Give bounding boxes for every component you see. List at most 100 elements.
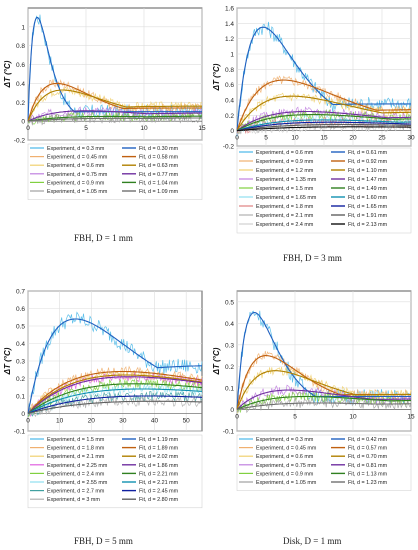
fit-series-line xyxy=(28,117,203,122)
y-tick-label: 0.1 xyxy=(16,394,25,401)
legend-label: Fit, d = 1.23 mm xyxy=(348,480,388,486)
x-tick-label: 10 xyxy=(291,135,299,142)
fit-series-line xyxy=(27,374,203,414)
legend-label: Fit, d = 0.63 mm xyxy=(139,163,179,169)
experiment-series-line xyxy=(236,75,412,132)
x-tick-label: 30 xyxy=(119,418,127,425)
x-tick-label: 10 xyxy=(140,125,148,132)
x-tick-label: 15 xyxy=(407,413,415,420)
y-tick-label: 1.2 xyxy=(225,36,234,43)
legend-label: Fit, d = 1.10 mm xyxy=(348,168,388,174)
y-tick-label: 0.3 xyxy=(16,359,25,366)
x-tick-label: 0 xyxy=(26,125,30,132)
fit-series-line xyxy=(27,115,203,122)
legend-label: Fit, d = 1.60 mm xyxy=(348,195,388,201)
chart-caption: FBH, D = 3 mm xyxy=(283,253,342,263)
legend-label: Experiment, d = 1.2 mm xyxy=(256,168,314,174)
y-tick-label: 0.8 xyxy=(225,67,234,74)
fit-series-line xyxy=(27,388,203,414)
x-tick-label: 20 xyxy=(349,135,357,142)
chart-panel-fbh-3mm: -0.2 0 0.2 0.4 0.6 0.8 1 1.2 1.4 1.6 0 5 10 15 20 25 30 Δ… xyxy=(209,0,418,264)
experiment-series-line xyxy=(236,106,412,135)
legend-box xyxy=(27,143,203,200)
fit-series-line xyxy=(27,110,202,122)
x-tick-label: 15 xyxy=(320,135,328,142)
experiment-series-line xyxy=(27,383,203,416)
y-tick-label: 1 xyxy=(21,24,25,31)
legend-label: Fit, d = 0.92 mm xyxy=(348,159,388,165)
x-tick-label: 20 xyxy=(88,418,96,425)
legend-label: Experiment, d = 1.5 mm xyxy=(47,437,105,443)
y-tick-label: 0.5 xyxy=(16,324,25,331)
legend-label: Fit, d = 2.45 mm xyxy=(139,489,179,495)
legend-label: Fit, d = 1.86 mm xyxy=(139,463,179,469)
fit-series-line xyxy=(236,121,412,132)
x-tick-label: 0 xyxy=(235,135,239,142)
fit-series-line xyxy=(27,383,203,414)
legend-label: Fit, d = 0.81 mm xyxy=(348,463,388,469)
y-tick-label: -0.2 xyxy=(223,144,235,151)
legend-label: Fit, d = 0.57 mm xyxy=(348,446,388,452)
legend-label: Fit, d = 1.04 mm xyxy=(139,180,179,186)
legend-label: Experiment, d = 3 mm xyxy=(47,497,100,503)
legend-label: Experiment, d = 1.5 mm xyxy=(256,186,314,192)
y-tick-label: 0.4 xyxy=(225,321,234,328)
legend-label: Experiment, d = 0.6 mm xyxy=(256,150,314,156)
legend-label: Fit, d = 1.13 mm xyxy=(348,471,388,477)
fit-series-line xyxy=(236,395,411,410)
y-tick-label: 0 xyxy=(21,119,25,126)
legend-label: Fit, d = 1.89 mm xyxy=(139,446,179,452)
legend-label: Fit, d = 1.09 mm xyxy=(139,189,179,195)
legend-label: Experiment, d = 2.55 mm xyxy=(47,480,108,486)
legend-label: Experiment, d = 0.3 mm xyxy=(256,437,314,443)
y-tick-label: 0.2 xyxy=(16,376,25,383)
fit-series-line xyxy=(236,110,411,132)
legend-label: Experiment, d = 0.6 mm xyxy=(47,163,105,169)
legend-label: Fit, d = 2.21 mm xyxy=(139,471,179,477)
fit-series-line xyxy=(236,126,411,132)
legend-label: Experiment, d = 1.65 mm xyxy=(256,195,317,201)
legend-label: Experiment, d = 0.75 mm xyxy=(47,172,108,178)
x-tick-label: 10 xyxy=(56,418,64,425)
fit-series-line xyxy=(27,376,203,414)
y-tick-label: 0.4 xyxy=(16,81,25,88)
y-axis-label: ΔT (°C) xyxy=(3,347,12,375)
legend-label: Fit, d = 0.42 mm xyxy=(348,437,388,443)
x-tick-label: 5 xyxy=(84,125,88,132)
legend-label: Experiment, d = 0.9 mm xyxy=(256,471,314,477)
legend-box xyxy=(236,434,412,491)
y-tick-label: 0.3 xyxy=(225,342,234,349)
experiment-series-line xyxy=(236,391,412,413)
experiment-series-line xyxy=(27,79,203,122)
x-tick-label: 40 xyxy=(151,418,159,425)
y-tick-label: 0.6 xyxy=(16,306,25,313)
legend-box xyxy=(27,434,203,509)
legend-label: Experiment, d = 2.7 mm xyxy=(47,489,105,495)
x-tick-label: 25 xyxy=(378,135,386,142)
fit-series-line xyxy=(27,400,202,415)
legend-label: Fit, d = 0.77 mm xyxy=(139,172,179,178)
y-tick-label: 0.1 xyxy=(225,385,234,392)
legend-label: Experiment, d = 1.05 mm xyxy=(47,189,108,195)
fit-series-line xyxy=(236,26,411,131)
legend-label: Fit, d = 0.30 mm xyxy=(139,146,179,152)
legend-label: Fit, d = 2.13 mm xyxy=(348,222,388,228)
legend-label: Experiment, d = 1.8 mm xyxy=(256,204,314,210)
y-tick-label: 0.6 xyxy=(16,62,25,69)
legend-label: Experiment, d = 2.1 mm xyxy=(256,213,314,219)
legend-label: Fit, d = 1.47 mm xyxy=(348,177,388,183)
y-tick-label: -0.2 xyxy=(14,138,26,145)
fit-series-line xyxy=(236,123,411,132)
legend-label: Experiment, d = 2.1 mm xyxy=(47,454,105,460)
chart-caption: FBH, D = 1 mm xyxy=(74,233,133,243)
y-tick-label: -0.1 xyxy=(14,429,26,436)
legend-label: Fit, d = 1.49 mm xyxy=(348,186,388,192)
fit-series-line xyxy=(27,89,202,122)
x-tick-label: 0 xyxy=(235,413,239,420)
legend-label: Fit, d = 2.80 mm xyxy=(139,497,179,503)
y-tick-label: 0 xyxy=(21,411,25,418)
y-axis-label: ΔT (°C) xyxy=(3,60,12,88)
